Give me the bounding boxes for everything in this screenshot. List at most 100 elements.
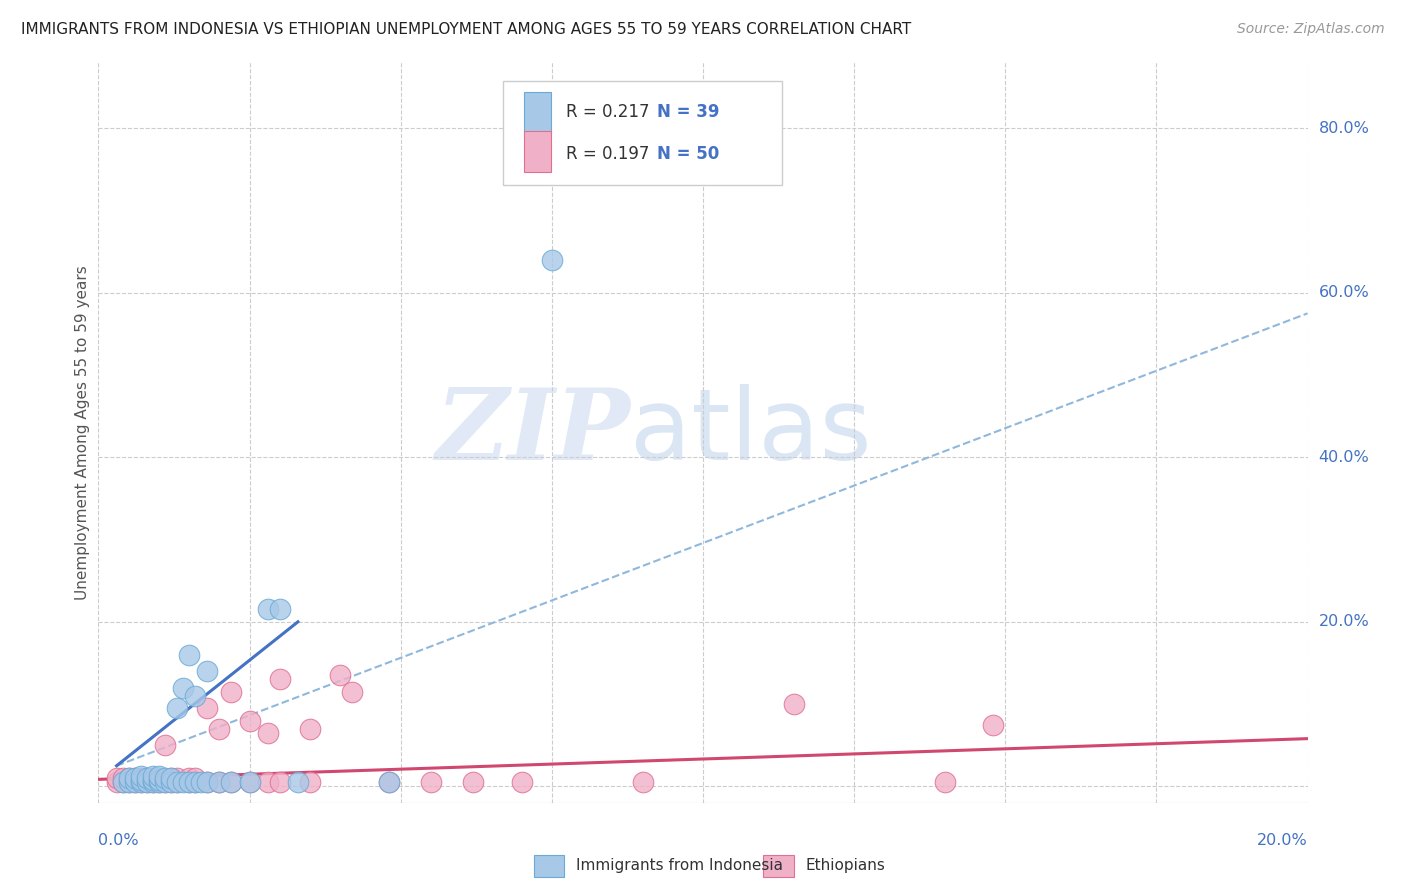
Text: Ethiopians: Ethiopians bbox=[806, 858, 886, 873]
Point bbox=[129, 772, 152, 787]
Point bbox=[166, 701, 188, 715]
Point bbox=[124, 771, 146, 785]
Point bbox=[269, 673, 291, 687]
Point bbox=[208, 775, 231, 789]
Point bbox=[124, 775, 146, 789]
Point bbox=[239, 775, 262, 789]
Point bbox=[148, 775, 170, 789]
Point bbox=[221, 775, 243, 789]
Point bbox=[377, 775, 399, 789]
FancyBboxPatch shape bbox=[763, 855, 794, 877]
Text: R = 0.217: R = 0.217 bbox=[567, 103, 650, 121]
Point bbox=[135, 771, 157, 785]
Text: 80.0%: 80.0% bbox=[1319, 120, 1369, 136]
Point bbox=[166, 771, 188, 785]
Point bbox=[256, 775, 278, 789]
Point bbox=[256, 726, 278, 740]
FancyBboxPatch shape bbox=[503, 81, 782, 185]
Point bbox=[142, 775, 165, 789]
Text: atlas: atlas bbox=[630, 384, 872, 481]
Point bbox=[135, 775, 157, 789]
Point bbox=[153, 775, 176, 789]
Point bbox=[160, 771, 183, 785]
Point bbox=[160, 771, 183, 785]
Point bbox=[129, 775, 152, 789]
Point bbox=[129, 771, 152, 785]
Point bbox=[118, 775, 141, 789]
Point bbox=[148, 775, 170, 789]
Point bbox=[184, 775, 207, 789]
Point bbox=[129, 769, 152, 783]
Point bbox=[124, 775, 146, 789]
Text: 40.0%: 40.0% bbox=[1319, 450, 1369, 465]
Point bbox=[166, 775, 188, 789]
Text: 20.0%: 20.0% bbox=[1319, 615, 1369, 630]
Point bbox=[190, 775, 212, 789]
Point bbox=[118, 771, 141, 785]
Text: Immigrants from Indonesia: Immigrants from Indonesia bbox=[576, 858, 783, 873]
Point bbox=[377, 775, 399, 789]
Point bbox=[142, 775, 165, 789]
Point bbox=[172, 681, 194, 695]
Point bbox=[463, 775, 485, 789]
Point bbox=[184, 775, 207, 789]
Point bbox=[783, 697, 806, 711]
Point bbox=[510, 775, 533, 789]
Point bbox=[195, 664, 218, 678]
Point bbox=[118, 771, 141, 785]
Point bbox=[269, 775, 291, 789]
Point bbox=[135, 775, 157, 789]
Point bbox=[299, 722, 322, 736]
Point bbox=[208, 775, 231, 789]
Point bbox=[172, 775, 194, 789]
Point bbox=[148, 771, 170, 785]
Point bbox=[142, 771, 165, 785]
Point bbox=[239, 714, 262, 728]
Point bbox=[184, 771, 207, 785]
Point bbox=[195, 775, 218, 789]
Point bbox=[329, 668, 352, 682]
Point bbox=[934, 775, 956, 789]
Point bbox=[342, 685, 364, 699]
Text: IMMIGRANTS FROM INDONESIA VS ETHIOPIAN UNEMPLOYMENT AMONG AGES 55 TO 59 YEARS CO: IMMIGRANTS FROM INDONESIA VS ETHIOPIAN U… bbox=[21, 22, 911, 37]
Point bbox=[208, 722, 231, 736]
Point bbox=[179, 771, 201, 785]
Point bbox=[153, 738, 176, 752]
Text: 0.0%: 0.0% bbox=[98, 833, 139, 848]
Point bbox=[111, 771, 134, 785]
Point bbox=[221, 685, 243, 699]
Point bbox=[111, 775, 134, 789]
Point bbox=[184, 689, 207, 703]
Point bbox=[105, 775, 128, 789]
Point bbox=[540, 252, 562, 267]
FancyBboxPatch shape bbox=[524, 92, 551, 133]
Point bbox=[166, 775, 188, 789]
FancyBboxPatch shape bbox=[534, 855, 564, 877]
Point bbox=[179, 775, 201, 789]
Point bbox=[631, 775, 654, 789]
Point bbox=[287, 775, 309, 789]
Point bbox=[142, 769, 165, 783]
Point bbox=[148, 769, 170, 783]
Point bbox=[179, 648, 201, 662]
Point bbox=[153, 775, 176, 789]
Point bbox=[142, 772, 165, 787]
Point bbox=[124, 771, 146, 785]
Point bbox=[160, 775, 183, 789]
Point bbox=[299, 775, 322, 789]
Text: R = 0.197: R = 0.197 bbox=[567, 145, 650, 162]
Text: Source: ZipAtlas.com: Source: ZipAtlas.com bbox=[1237, 22, 1385, 37]
Text: N = 39: N = 39 bbox=[657, 103, 720, 121]
Point bbox=[420, 775, 443, 789]
Point bbox=[269, 602, 291, 616]
Point bbox=[221, 775, 243, 789]
Text: 20.0%: 20.0% bbox=[1257, 833, 1308, 848]
Point bbox=[195, 775, 218, 789]
Point bbox=[256, 602, 278, 616]
Point bbox=[179, 775, 201, 789]
Point bbox=[160, 775, 183, 789]
Text: 60.0%: 60.0% bbox=[1319, 285, 1369, 301]
Point bbox=[195, 701, 218, 715]
Point bbox=[153, 771, 176, 785]
Point bbox=[111, 775, 134, 789]
